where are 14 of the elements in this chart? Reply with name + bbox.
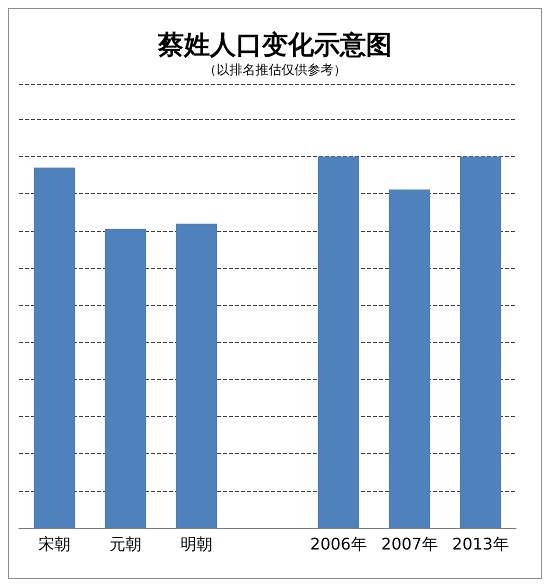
x-tick-label: 元朝 — [110, 534, 142, 554]
chart-subtitle: （以排名推估仅供参考） — [204, 63, 346, 78]
x-tick-label: 2013年 — [452, 534, 509, 554]
x-tick-label: 2007年 — [381, 534, 438, 554]
bar — [176, 224, 218, 528]
bar — [34, 168, 76, 528]
chart-title: 蔡姓人口变化示意图 — [157, 30, 392, 60]
bar — [460, 156, 502, 528]
x-tick-label: 明朝 — [180, 534, 212, 554]
bar — [388, 190, 430, 528]
x-tick-label: 2006年 — [310, 534, 367, 554]
bar — [318, 156, 360, 528]
x-tick-label: 宋朝 — [38, 534, 70, 554]
bar — [104, 228, 146, 528]
